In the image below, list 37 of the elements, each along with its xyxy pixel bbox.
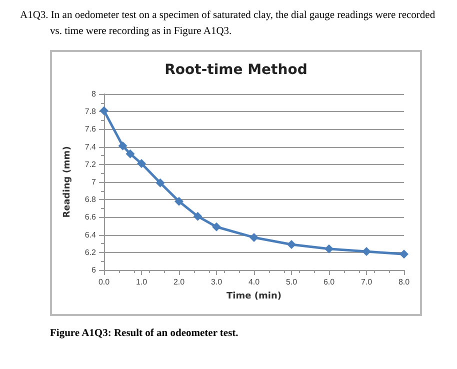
y-tick-label: 6.6: [84, 212, 97, 222]
text: A1Q3. In an oedometer test on a specimen of saturated clay, the dial gauge readings were recorded vs. time were recording as in Figure A1Q3.: [20, 9, 436, 39]
y-tick-label: 8: [92, 90, 97, 98]
point: [137, 159, 146, 168]
point: [400, 250, 408, 259]
x-tick-label: 7.0: [360, 278, 373, 286]
y-tick-label: 7.4: [84, 142, 97, 152]
point: [118, 141, 128, 150]
y-tick-label: 6.2: [84, 248, 97, 257]
y-tick-label: 7.8: [84, 107, 97, 116]
y-tick-label: 7: [92, 178, 97, 186]
point: [287, 240, 296, 249]
point: [126, 149, 135, 158]
y-tick-label: 7.6: [84, 124, 97, 134]
x-tick-label: 3.0: [210, 278, 223, 286]
y-tick-label: 7.2: [84, 160, 97, 169]
x-tick-label: 4.0: [248, 278, 260, 286]
y-axis-title: Reading (mm): [62, 146, 72, 218]
y-tick-label: 6: [92, 266, 97, 274]
x-tick-label: 1.0: [136, 278, 148, 286]
point: [324, 244, 334, 254]
point: [156, 178, 165, 188]
point: [250, 232, 258, 242]
point: [362, 247, 371, 256]
y-tick-label: 6.8: [84, 195, 97, 204]
chart-title: Root-time Method: [164, 62, 308, 78]
point: [193, 212, 202, 221]
point: [174, 196, 184, 206]
x-tick-label: 0.0: [98, 278, 110, 286]
x-tick-label: 8.0: [398, 278, 410, 286]
y-tick-label: 6.4: [84, 230, 97, 240]
x-axis-title: Time (min): [226, 292, 282, 302]
x-tick-label: 2.0: [173, 278, 186, 286]
x-tick-label: 6.0: [323, 278, 336, 286]
point: [212, 222, 221, 232]
caption: Figure A1Q3: Result of an odeometer test.: [50, 328, 240, 339]
x-tick-label: 5.0: [286, 278, 298, 286]
